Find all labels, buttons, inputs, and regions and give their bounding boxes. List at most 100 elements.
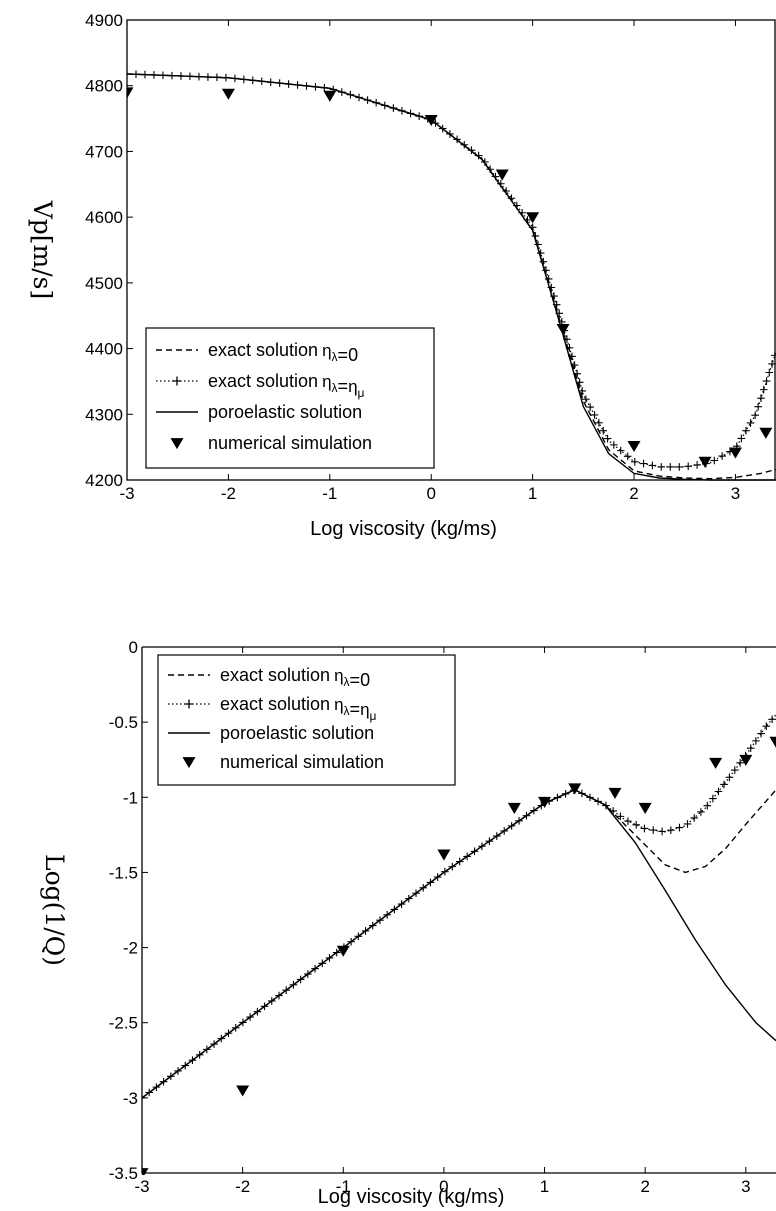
legend-equals: = xyxy=(350,670,361,690)
legend-marker-triangle xyxy=(170,438,184,450)
legend-symbol: η xyxy=(322,341,331,360)
data-point-triangle xyxy=(698,456,712,468)
y-tick-label: -1.5 xyxy=(109,863,138,882)
y-tick-label: -3.5 xyxy=(109,1164,138,1183)
x-axis-label: Log viscosity (kg/ms) xyxy=(318,1186,505,1208)
y-tick-label: 4300 xyxy=(85,405,123,424)
y-tick-label: 4800 xyxy=(85,77,123,96)
y-tick-label: 4900 xyxy=(85,11,123,30)
legend-subscript: λ xyxy=(344,704,350,718)
data-point-triangle xyxy=(507,802,521,814)
x-tick-label: 0 xyxy=(426,484,435,503)
x-tick-label: -2 xyxy=(235,1177,250,1196)
legend-value: 0 xyxy=(348,345,358,365)
y-tick-label: -1 xyxy=(123,788,138,807)
legend-plus-marker xyxy=(184,699,194,709)
data-point-triangle xyxy=(608,787,622,799)
legend-series-name: exact solution xyxy=(220,665,330,685)
x-tick-label: 1 xyxy=(528,484,537,503)
y-axis-label: Log(1/Q) xyxy=(40,854,69,966)
legend-subscript: μ xyxy=(358,386,365,400)
legend-plus-marker xyxy=(172,376,182,386)
data-point-triangle xyxy=(759,427,773,439)
y-tick-label: 4500 xyxy=(85,274,123,293)
data-point-triangle xyxy=(142,1168,149,1175)
series-line-solid xyxy=(127,73,776,481)
legend-equals: = xyxy=(350,699,361,719)
legend-label: poroelastic solution xyxy=(208,402,362,422)
legend-series-name: numerical simulation xyxy=(220,752,384,772)
data-point-triangle xyxy=(236,1085,250,1097)
y-tick-label: 0 xyxy=(129,638,138,657)
legend-series-name: exact solution xyxy=(220,694,330,714)
legend-series-name: poroelastic solution xyxy=(208,402,362,422)
legend-label: exact solution ηλ=0 xyxy=(208,340,358,365)
legend-label: numerical simulation xyxy=(208,433,372,453)
legend-symbol: η xyxy=(334,666,343,685)
legend-equals: = xyxy=(338,345,349,365)
data-point-triangle xyxy=(495,169,509,181)
legend-value: 0 xyxy=(360,670,370,690)
x-tick-label: -1 xyxy=(322,484,337,503)
axes-frame xyxy=(126,19,776,481)
y-tick-label: -3 xyxy=(123,1089,138,1108)
series-line-dashed xyxy=(142,789,776,1099)
data-point-triangle xyxy=(728,447,742,459)
legend-label: exact solution ηλ=0 xyxy=(220,665,370,690)
legend-symbol: η xyxy=(322,372,331,391)
data-point-triangle xyxy=(556,323,570,336)
data-point-triangle xyxy=(627,440,641,453)
legend-symbol: η xyxy=(348,377,357,396)
x-tick-label: 2 xyxy=(629,484,638,503)
data-point-triangle xyxy=(769,736,776,748)
x-tick-label: -3 xyxy=(119,484,134,503)
legend-series-name: numerical simulation xyxy=(208,433,372,453)
legend-marker-triangle xyxy=(182,757,196,769)
y-tick-label: -0.5 xyxy=(109,713,138,732)
data-point-triangle xyxy=(437,849,451,861)
y-tick-label: 4400 xyxy=(85,340,123,359)
x-tick-label: -1 xyxy=(336,1177,351,1196)
x-tick-label: 2 xyxy=(640,1177,649,1196)
data-point-triangle xyxy=(336,945,350,957)
legend-equals: = xyxy=(338,376,349,396)
x-tick-label: 3 xyxy=(741,1177,750,1196)
legend-label: poroelastic solution xyxy=(220,723,374,743)
data-point-triangle xyxy=(709,757,723,769)
y-tick-label: 4600 xyxy=(85,208,123,227)
legend-label: exact solution ηλ=ημ xyxy=(220,694,377,723)
legend-symbol: η xyxy=(360,700,369,719)
legend-box xyxy=(157,654,456,786)
chart-panel-1: -3 -2 -1 0 1 2 3 4200 4300 4400 4500 4600 4700 4800 49… xyxy=(28,11,776,540)
legend-series-name: exact solution xyxy=(208,371,318,391)
x-tick-label: 3 xyxy=(731,484,740,503)
data-point-triangle xyxy=(739,754,753,766)
data-point-triangle xyxy=(323,90,337,102)
x-tick-label: 1 xyxy=(540,1177,549,1196)
data-point-triangle xyxy=(127,87,134,99)
x-tick-label: 0 xyxy=(439,1177,448,1196)
legend-subscript: λ xyxy=(344,675,350,689)
legend-subscript: λ xyxy=(332,350,338,364)
x-tick-label: -3 xyxy=(134,1177,149,1196)
legend-label: numerical simulation xyxy=(220,752,384,772)
x-tick-label: -2 xyxy=(221,484,236,503)
legend-subscript: μ xyxy=(370,709,377,723)
data-point-triangle xyxy=(221,88,235,100)
plot-area xyxy=(127,70,776,481)
legend-series-name: poroelastic solution xyxy=(220,723,374,743)
legend-label: exact solution ηλ=ημ xyxy=(208,371,365,400)
x-axis-label: Log viscosity (kg/ms) xyxy=(310,518,497,540)
series-line-solid xyxy=(142,789,776,1099)
plot-area xyxy=(142,714,776,1175)
y-axis-label: Vp[m/s] xyxy=(28,200,57,300)
data-point-triangle xyxy=(538,796,552,808)
legend-symbol: η xyxy=(334,695,343,714)
legend-subscript: λ xyxy=(332,381,338,395)
y-tick-label: 4700 xyxy=(85,142,123,161)
legend-box xyxy=(145,327,435,469)
